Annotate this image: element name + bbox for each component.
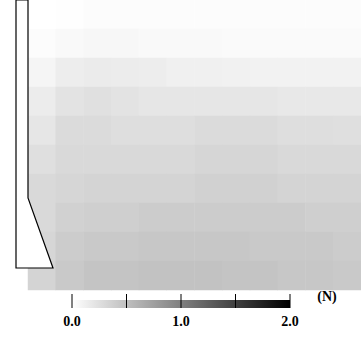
svg-text:(N): (N) [317,289,337,305]
svg-text:0.0: 0.0 [63,314,81,329]
svg-text:2.0: 2.0 [281,314,299,329]
svg-text:1.0: 1.0 [172,314,190,329]
